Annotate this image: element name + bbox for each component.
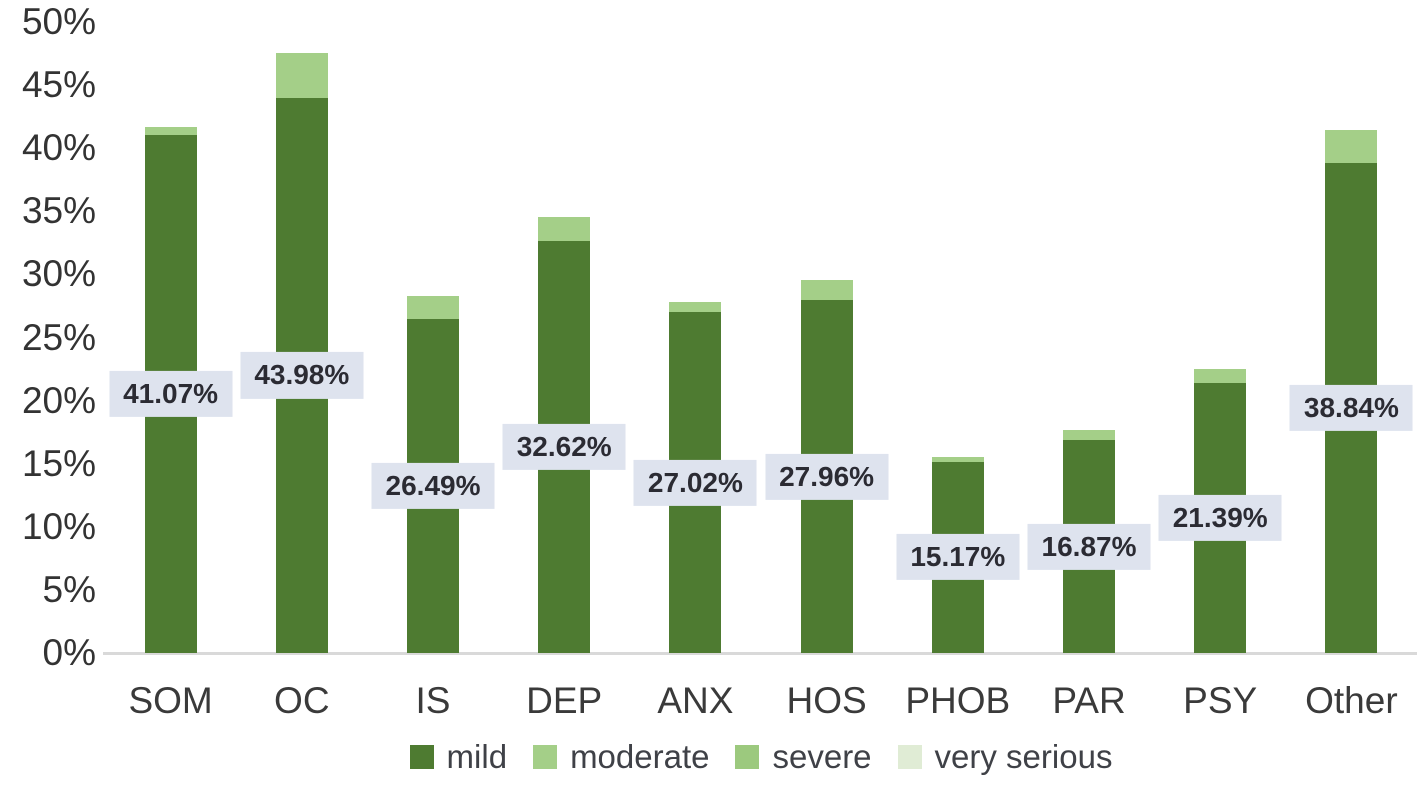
x-axis-label-psy: PSY	[1183, 680, 1258, 721]
legend-item-moderate: moderate	[533, 740, 709, 773]
chart-legend: mild moderate severe very serious	[105, 740, 1417, 773]
legend-item-severe: severe	[735, 738, 872, 775]
y-axis-tick-label: 50%	[21, 0, 96, 42]
x-axis-label-hos: HOS	[786, 680, 867, 721]
y-axis-tick-label: 10%	[21, 505, 96, 547]
bar-segment-moderate-psy	[1194, 369, 1247, 384]
y-axis-tick-label: 15%	[21, 442, 96, 484]
legend-item-very-serious: very serious	[897, 738, 1113, 775]
bar-segment-moderate-anx	[669, 301, 722, 312]
legend-swatch-severe	[735, 744, 760, 769]
x-axis-label-som: SOM	[128, 680, 213, 721]
legend-label: mild	[446, 738, 508, 775]
legend-item-mild: mild	[409, 738, 508, 775]
legend-label: severe	[772, 738, 872, 775]
x-axis-line	[103, 652, 1417, 655]
y-axis-tick-label: 20%	[21, 379, 96, 421]
x-axis-label-dep: DEP	[526, 680, 603, 721]
bar-data-label-anx: 27.02%	[633, 459, 757, 506]
bar-data-label-par: 16.87%	[1027, 523, 1151, 570]
bar-segment-moderate-hos	[800, 279, 853, 301]
bar-data-label-dep: 32.62%	[502, 424, 626, 471]
x-axis-label-par: PAR	[1052, 680, 1126, 721]
bar-segment-moderate-par	[1063, 430, 1115, 441]
legend-label: moderate	[570, 738, 710, 775]
x-axis-label-is: IS	[415, 680, 451, 721]
y-axis-tick-label: 35%	[21, 190, 96, 232]
bar-data-label-is: 26.49%	[371, 462, 495, 509]
y-axis-tick-label: 0%	[42, 631, 96, 673]
bar-data-label-other: 38.84%	[1289, 384, 1413, 431]
legend-label: very serious	[934, 738, 1113, 775]
bar-segment-moderate-other	[1325, 130, 1378, 163]
y-axis-tick-label: 5%	[42, 568, 96, 610]
bar-data-label-psy: 21.39%	[1158, 494, 1282, 542]
x-axis-label-phob: PHOB	[905, 680, 1011, 721]
y-axis-tick-label: 40%	[21, 126, 96, 168]
bar-segment-moderate-oc	[275, 52, 328, 98]
legend-swatch-mild	[409, 744, 434, 769]
x-axis-label-anx: ANX	[657, 680, 734, 721]
bar-segment-moderate-dep	[538, 217, 591, 242]
x-axis-label-oc: OC	[274, 680, 330, 721]
bar-data-label-phob: 15.17%	[896, 534, 1020, 581]
y-axis-tick-label: 25%	[21, 316, 96, 358]
y-axis-tick-label: 45%	[21, 63, 96, 105]
legend-swatch-moderate	[533, 744, 558, 769]
bar-segment-moderate-is	[407, 295, 459, 319]
bar-data-label-hos: 27.96%	[765, 453, 889, 500]
legend-swatch-very-serious	[897, 744, 922, 769]
bar-segment-moderate-som	[144, 127, 197, 135]
y-axis-tick-label: 30%	[21, 253, 96, 295]
x-axis-label-other: Other	[1305, 680, 1398, 721]
bar-segment-moderate-phob	[931, 456, 984, 462]
bar-data-label-oc: 43.98%	[240, 352, 364, 399]
bar-data-label-som: 41.07%	[109, 370, 233, 417]
